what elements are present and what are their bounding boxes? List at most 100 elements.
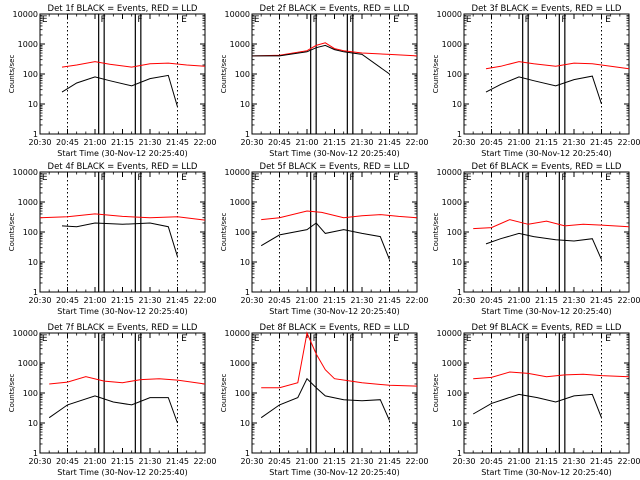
flag-label: F	[137, 334, 142, 344]
chart-title: Det 8f BLACK = Events, RED = LLD	[260, 323, 410, 333]
x-tick-label: 20:45	[480, 138, 503, 147]
y-tick-label: 1000	[230, 40, 250, 49]
flag-label: E	[605, 15, 611, 25]
y-tick-label: 1	[457, 130, 462, 139]
x-tick-label: 21:45	[166, 138, 189, 147]
x-tick-label: 21:30	[350, 457, 373, 466]
y-tick-label: 10000	[13, 10, 38, 19]
y-tick-label: 100	[447, 228, 462, 237]
x-axis-label: Start Time (30-Nov-12 20:25:40)	[269, 149, 399, 158]
flag-label: E	[393, 173, 399, 183]
x-tick-label: 21:30	[138, 296, 161, 305]
chart-title: Det 1f BLACK = Events, RED = LLD	[48, 4, 198, 14]
x-tick-label: 22:00	[193, 138, 216, 147]
flag-label: E	[393, 334, 399, 344]
y-tick-label: 10	[240, 419, 250, 428]
flag-label: E	[181, 173, 187, 183]
x-tick-label: 21:45	[590, 296, 613, 305]
y-tick-label: 100	[235, 228, 250, 237]
series-line-events	[485, 232, 602, 260]
x-tick-label: 21:15	[323, 138, 346, 147]
y-tick-label: 1	[33, 130, 38, 139]
x-tick-label: 21:15	[111, 296, 134, 305]
x-tick-label: 21:00	[83, 457, 106, 466]
y-tick-label: 1	[457, 288, 462, 297]
chart-title: Det 7f BLACK = Events, RED = LLD	[48, 323, 198, 333]
y-axis-label: Counts/sec	[220, 374, 228, 413]
x-tick-label: 21:45	[166, 457, 189, 466]
x-tick-label: 20:45	[268, 138, 291, 147]
x-tick-label: 20:30	[452, 457, 475, 466]
flag-label: F	[137, 15, 142, 25]
x-tick-label: 21:00	[507, 457, 530, 466]
x-axis-label: Start Time (30-Nov-12 20:25:40)	[269, 307, 399, 316]
panel-det-1: Det 1f BLACK = Events, RED = LLD Counts/s…	[8, 4, 217, 158]
flag-label: F	[101, 15, 106, 25]
flag-label: F	[561, 173, 566, 183]
flag-label: F	[561, 334, 566, 344]
y-axis-label: Counts/sec	[8, 213, 16, 252]
x-tick-label: 22:00	[617, 457, 640, 466]
y-axis-label: Counts/sec	[432, 55, 440, 94]
y-tick-label: 10	[452, 100, 462, 109]
y-tick-label: 10000	[225, 10, 250, 19]
series-line-events	[260, 222, 390, 260]
series-line-lld	[473, 219, 630, 230]
x-tick-label: 20:30	[28, 296, 51, 305]
y-tick-label: 10000	[437, 168, 462, 177]
y-tick-label: 100	[447, 70, 462, 79]
series-line-events	[472, 393, 602, 418]
x-tick-label: 20:30	[452, 138, 475, 147]
y-tick-label: 1000	[442, 359, 462, 368]
flag-label: E	[42, 15, 48, 25]
x-tick-label: 21:15	[535, 296, 558, 305]
y-axis-label: Counts/sec	[220, 55, 228, 94]
series-line-events	[485, 75, 602, 105]
y-axis-label: Counts/sec	[432, 213, 440, 252]
chart-title: Det 2f BLACK = Events, RED = LLD	[260, 4, 410, 14]
x-axis-label: Start Time (30-Nov-12 20:25:40)	[57, 307, 187, 316]
flag-label: E	[605, 334, 611, 344]
y-tick-label: 10	[240, 258, 250, 267]
x-tick-label: 21:00	[507, 296, 530, 305]
flag-label: F	[101, 173, 106, 183]
x-tick-label: 20:45	[268, 296, 291, 305]
panel-det-9: Det 9f BLACK = Events, RED = LLD Counts/s…	[432, 323, 640, 477]
y-tick-label: 1000	[442, 40, 462, 49]
y-tick-label: 10	[28, 100, 38, 109]
chart-title: Det 9f BLACK = Events, RED = LLD	[472, 323, 622, 333]
x-tick-label: 21:45	[378, 457, 401, 466]
flag-label: F	[525, 15, 530, 25]
series-line-lld	[251, 42, 418, 57]
y-tick-label: 1	[245, 130, 250, 139]
x-tick-label: 21:45	[378, 138, 401, 147]
x-tick-label: 21:15	[323, 457, 346, 466]
y-tick-label: 10	[452, 419, 462, 428]
y-tick-label: 1000	[230, 359, 250, 368]
x-axis-label: Start Time (30-Nov-12 20:25:40)	[57, 468, 187, 477]
x-tick-label: 21:15	[111, 138, 134, 147]
x-tick-label: 20:45	[56, 138, 79, 147]
y-tick-label: 1000	[18, 359, 38, 368]
plot-frame	[39, 13, 206, 135]
x-tick-label: 21:00	[295, 138, 318, 147]
series-line-events	[260, 377, 390, 421]
x-tick-label: 21:45	[590, 138, 613, 147]
x-tick-label: 20:45	[56, 457, 79, 466]
y-tick-label: 10000	[437, 10, 462, 19]
x-tick-label: 21:15	[111, 457, 134, 466]
flag-label: F	[313, 173, 318, 183]
x-tick-label: 20:30	[28, 457, 51, 466]
y-tick-label: 1	[245, 449, 250, 458]
x-tick-label: 21:30	[138, 457, 161, 466]
series-line-lld	[261, 210, 418, 221]
x-tick-label: 20:30	[452, 296, 475, 305]
panel-det-2: Det 2f BLACK = Events, RED = LLD Counts/s…	[220, 4, 429, 158]
flag-label: F	[349, 15, 354, 25]
y-tick-label: 10000	[225, 168, 250, 177]
flag-label: E	[466, 173, 472, 183]
flag-label: F	[349, 173, 354, 183]
y-tick-label: 100	[23, 389, 38, 398]
y-tick-label: 1	[33, 449, 38, 458]
y-axis-label: Counts/sec	[8, 55, 16, 94]
